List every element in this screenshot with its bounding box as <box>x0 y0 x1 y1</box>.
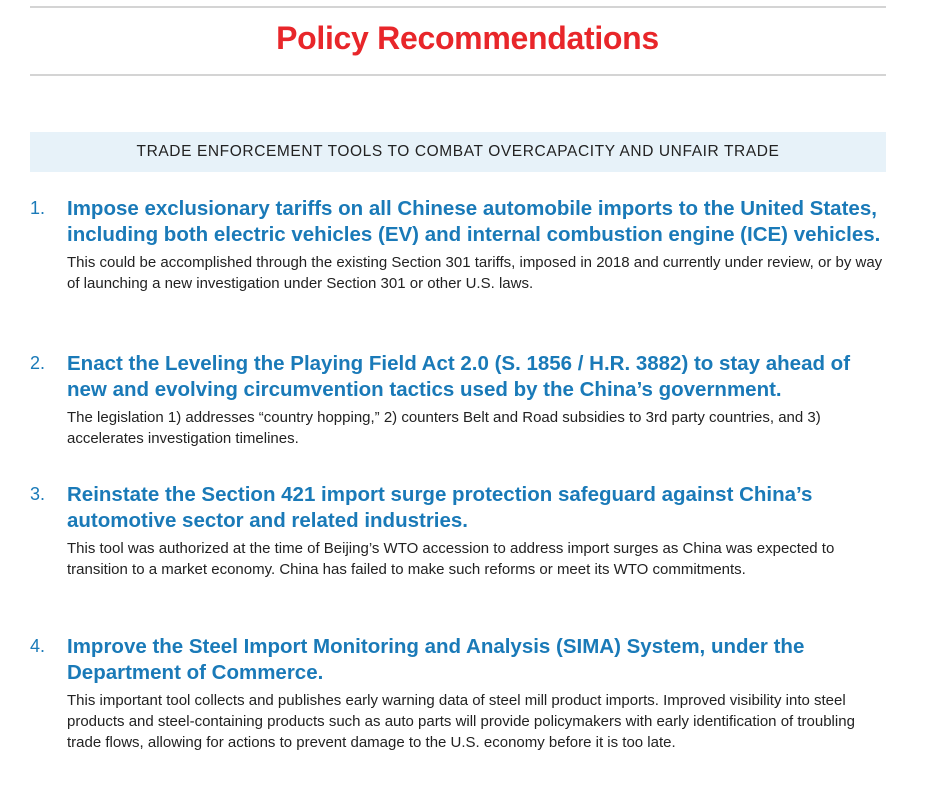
item-number: 2. <box>30 353 46 373</box>
item-number: 1. <box>30 198 46 218</box>
item-heading: Improve the Steel Import Monitoring and … <box>67 635 805 684</box>
recommendation-item: 1. Impose exclusionary tariffs on all Ch… <box>30 196 890 294</box>
item-body: This could be accomplished through the e… <box>67 254 883 292</box>
item-heading: Reinstate the Section 421 import surge p… <box>67 483 813 532</box>
section-header-text: TRADE ENFORCEMENT TOOLS TO COMBAT OVERCA… <box>136 143 780 160</box>
item-body: The legislation 1) addresses “country ho… <box>67 409 821 447</box>
item-heading: Impose exclusionary tariffs on all Chine… <box>67 197 881 246</box>
item-number: 4. <box>30 636 46 656</box>
title-rule <box>30 74 886 76</box>
item-heading: Enact the Leveling the Playing Field Act… <box>67 352 851 401</box>
recommendation-item: 2. Enact the Leveling the Playing Field … <box>30 351 890 449</box>
recommendation-item: 3. Reinstate the Section 421 import surg… <box>30 482 890 580</box>
item-body: This tool was authorized at the time of … <box>67 540 835 578</box>
section-header: TRADE ENFORCEMENT TOOLS TO COMBAT OVERCA… <box>30 132 886 172</box>
item-body: This important tool collects and publish… <box>67 692 855 751</box>
item-number: 3. <box>30 484 46 504</box>
recommendation-item: 4. Improve the Steel Import Monitoring a… <box>30 634 890 753</box>
page-title: Policy Recommendations <box>276 20 659 56</box>
top-rule <box>30 6 886 8</box>
